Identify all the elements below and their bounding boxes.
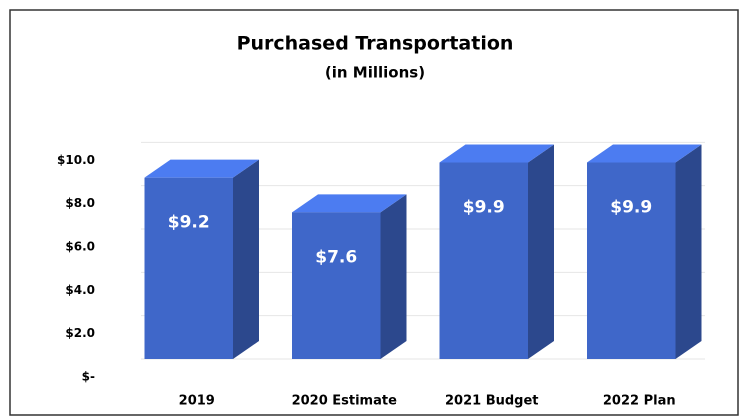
y-tick-label: $8.0: [65, 196, 95, 210]
x-tick-label: 2021 Budget: [445, 394, 539, 409]
value-label: $9.2: [168, 213, 210, 233]
y-tick-label: $4.0: [65, 283, 95, 297]
value-label: $9.9: [463, 198, 505, 218]
value-label: $7.6: [315, 247, 357, 267]
x-tick-label: 2020 Estimate: [292, 394, 398, 409]
bar-side: [380, 194, 407, 359]
bar: [144, 177, 233, 359]
bar-top: [439, 144, 554, 163]
bar-side: [675, 144, 702, 359]
bar-side: [233, 159, 259, 359]
bar-top: [292, 194, 407, 213]
bar-top: [144, 159, 259, 178]
bar-top: [587, 144, 702, 163]
y-tick-label: $6.0: [65, 240, 95, 254]
bar: [292, 212, 381, 359]
y-tick-label: $10.0: [57, 153, 95, 167]
bar: [439, 162, 528, 359]
chart-title: Purchased Transportation: [237, 33, 514, 55]
x-tick-label: 2019: [179, 394, 215, 409]
bar: [587, 162, 676, 359]
y-tick-label: $-: [82, 370, 95, 384]
x-tick-label: 2022 Plan: [603, 394, 676, 409]
bar-side: [528, 144, 554, 359]
y-tick-label: $2.0: [65, 326, 95, 340]
chart-subtitle: (in Millions): [325, 64, 425, 82]
value-label: $9.9: [610, 198, 652, 218]
